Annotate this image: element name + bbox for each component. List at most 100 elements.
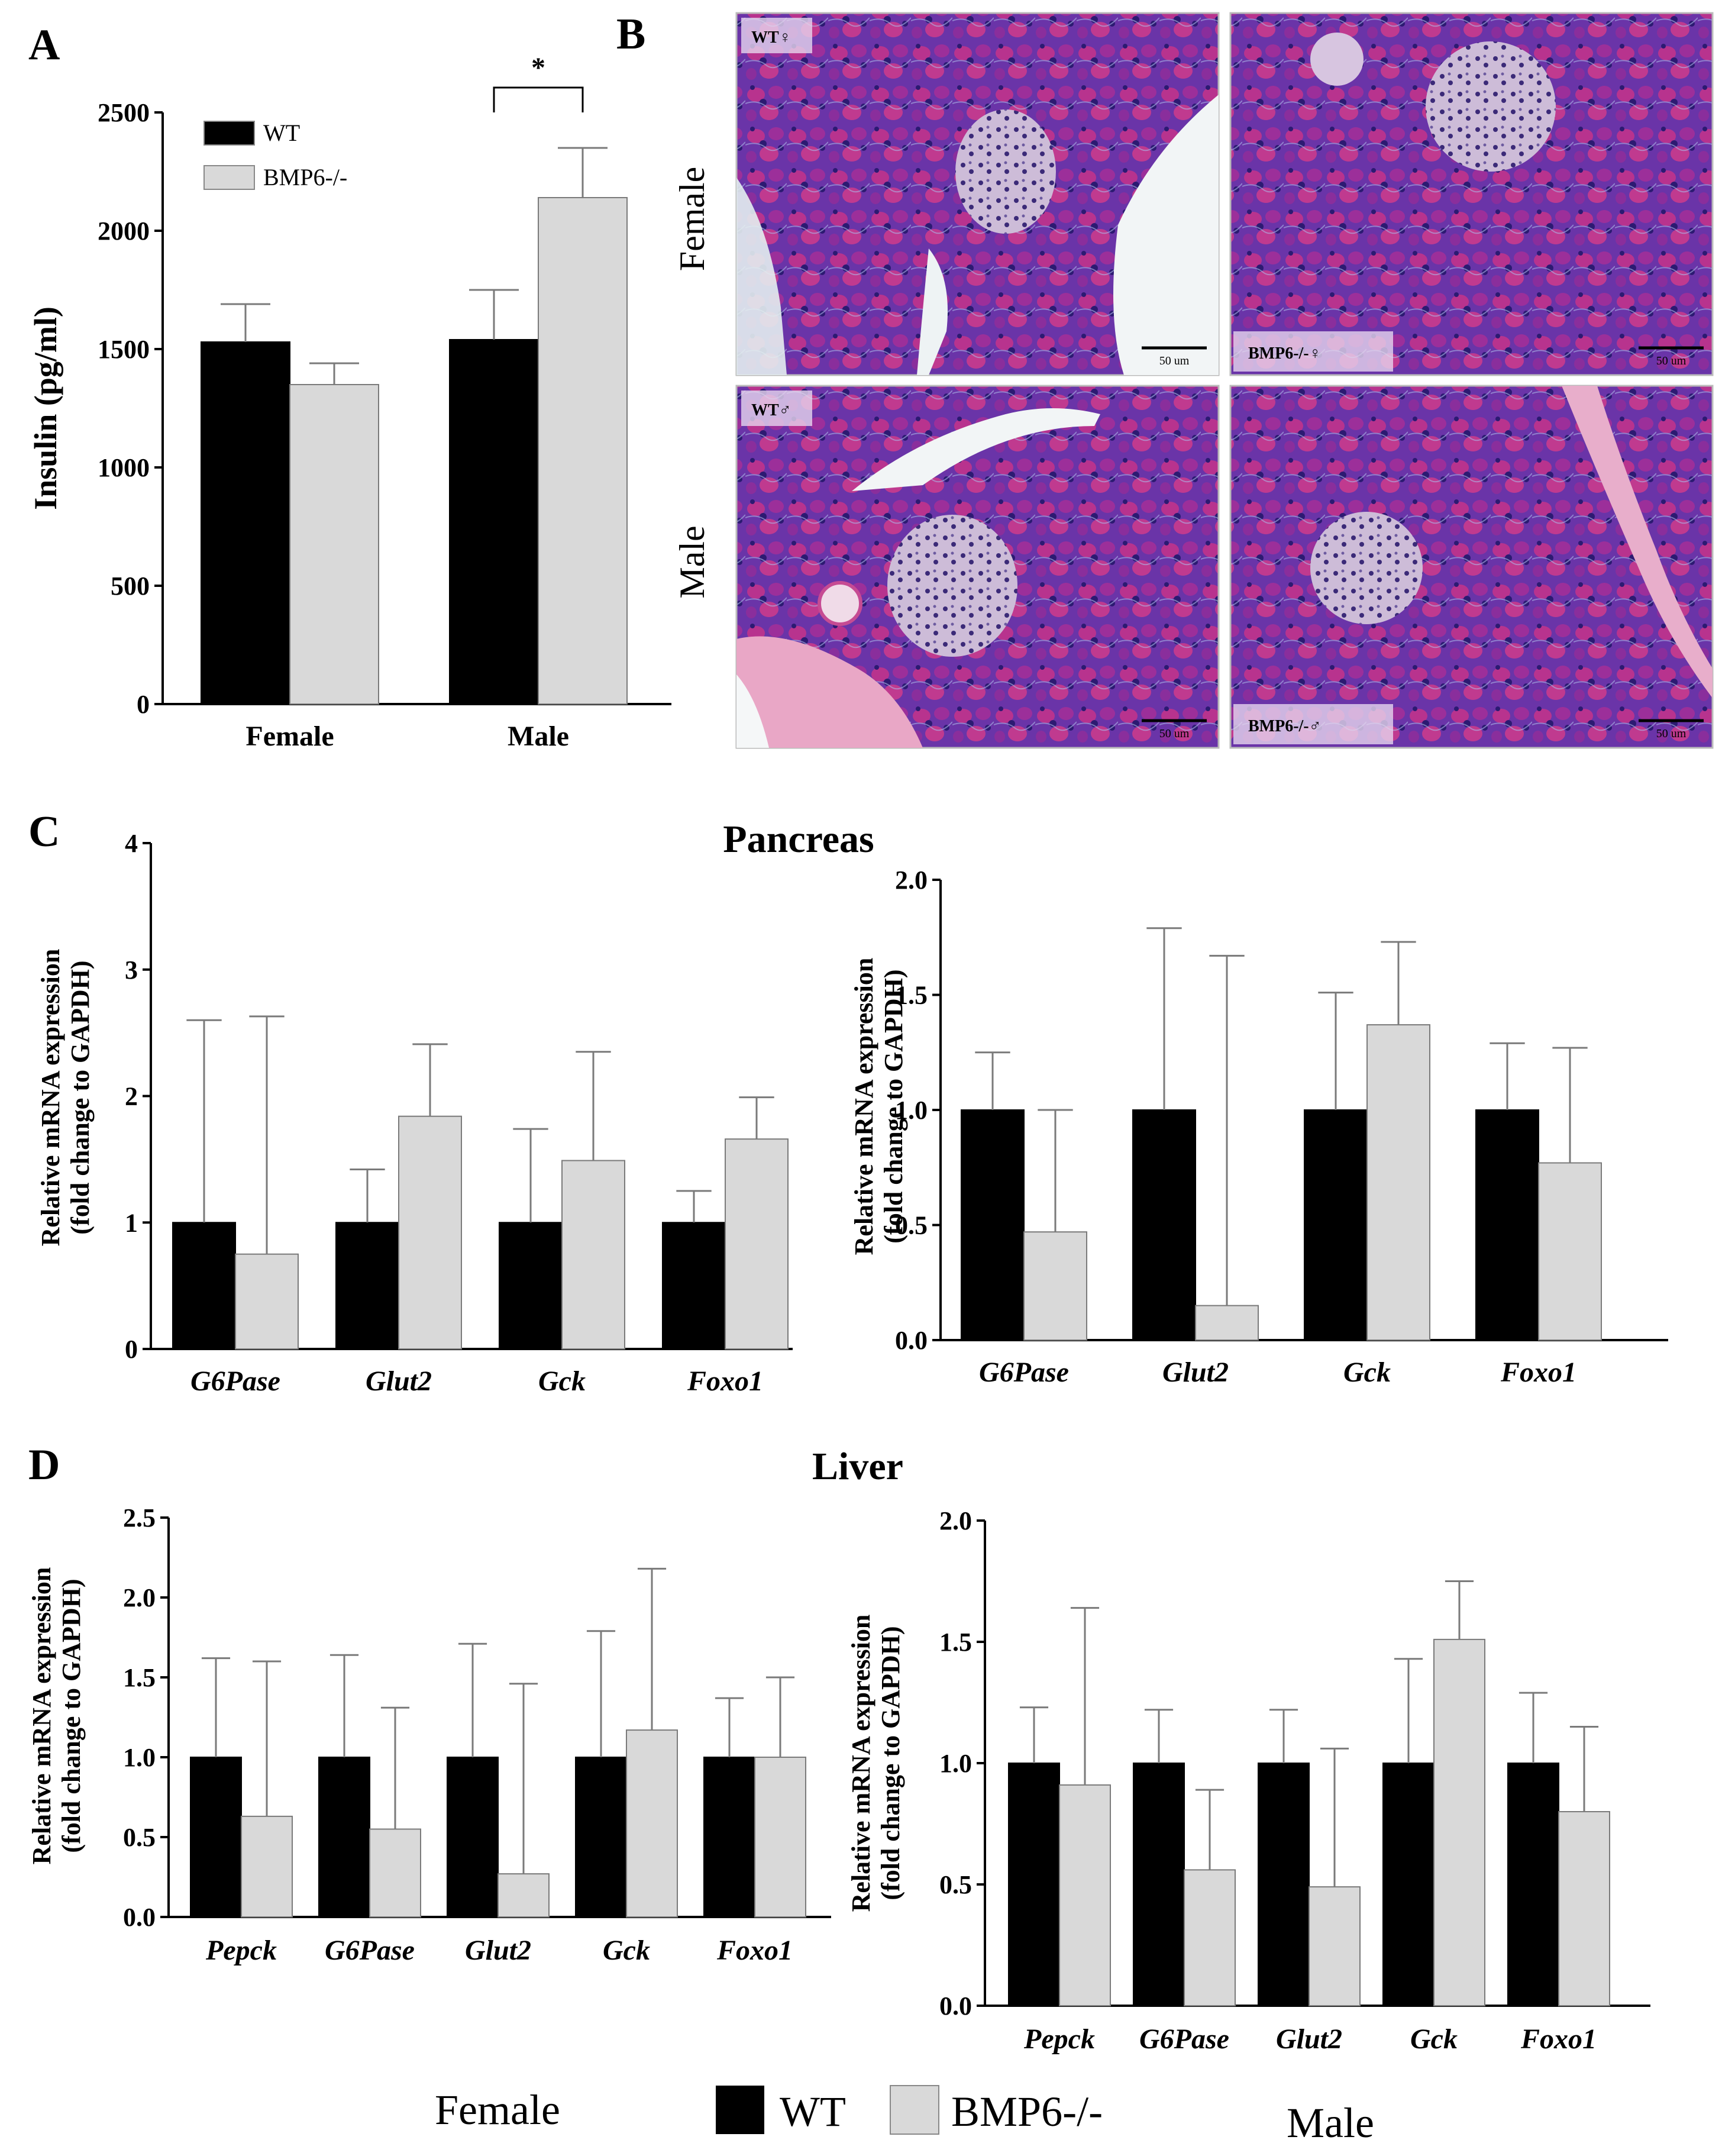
y-tick-label: 2	[125, 1082, 138, 1111]
histo-tag-female-bmp6: BMP6-/-♀	[1248, 344, 1322, 363]
bottom-legend-bmp6-swatch	[890, 2085, 939, 2135]
micrograph-female-bmp6: BMP6-/-♀ 50 um	[1229, 12, 1714, 376]
bar	[1507, 1763, 1559, 2006]
chart-pancreas-female: 0 1 2 3 4 Relative mRNA expression (fold chang…	[36, 829, 793, 1397]
panel-letter-c: C	[28, 808, 60, 856]
significance-star: *	[531, 52, 545, 83]
bar	[1309, 1886, 1361, 2007]
y-tick-label: 2000	[98, 217, 150, 246]
micrograph-female-wt: WT♀ 50 um	[735, 12, 1220, 376]
category-label: Gck	[1410, 2023, 1458, 2055]
category-label: Pepck	[205, 1935, 277, 1966]
bar	[1132, 1109, 1196, 1341]
histo-tag-male-wt: WT♂	[751, 401, 791, 419]
category-label: G6Pase	[325, 1935, 415, 1966]
y-axis-label: Relative mRNA expression	[36, 949, 65, 1247]
y-tick-label: 1.0	[123, 1743, 156, 1772]
y-tick-label: 1.0	[939, 1749, 972, 1778]
bottom-legend-wt-swatch	[716, 2086, 764, 2134]
y-tick-label: 2.5	[123, 1503, 156, 1532]
bar	[725, 1138, 789, 1350]
category-label: Foxo1	[716, 1935, 793, 1966]
y-tick-label: 0.5	[939, 1870, 972, 1899]
category-label: Glut2	[1162, 1357, 1229, 1388]
chart-liver-male: 0.0 0.5 1.0 1.5 2.0 Relative mRNA expression(…	[847, 1506, 1650, 2055]
bar	[1433, 1638, 1485, 2006]
category-label: Foxo1	[1520, 2023, 1597, 2055]
category-label: Male	[508, 721, 569, 752]
bottom-legend-male: Male	[1287, 2099, 1374, 2147]
y-tick-label: 1000	[98, 453, 150, 482]
y-axis-label: (fold change to GAPDH)	[876, 1626, 905, 1900]
y-tick-label: 0	[137, 690, 150, 719]
y-tick-label: 2.0	[123, 1583, 156, 1612]
category-label: G6Pase	[1139, 2023, 1229, 2055]
y-tick-label: 1.5	[895, 981, 928, 1010]
category-label: Gck	[1343, 1357, 1391, 1388]
category-label: Glut2	[465, 1935, 531, 1966]
bar	[235, 1253, 299, 1350]
scale-bar-label: 50 um	[1159, 354, 1190, 367]
bar	[703, 1757, 755, 1918]
bar	[398, 1115, 462, 1350]
y-tick-label: 2500	[98, 98, 150, 127]
category-label: Pepck	[1023, 2023, 1095, 2055]
y-axis-label: Insulin (pg/ml)	[28, 306, 63, 510]
scale-bar-label: 50 um	[1656, 354, 1687, 367]
bar	[561, 1160, 625, 1350]
y-axis-label: (fold change to GAPDH)	[879, 969, 908, 1243]
bottom-legend: Female WT BMP6-/- Male	[435, 2085, 1374, 2147]
bar	[1382, 1763, 1435, 2006]
histo-row-label-male: Male	[673, 525, 712, 598]
bar	[575, 1757, 627, 1918]
category-label: Foxo1	[1500, 1357, 1576, 1388]
histo-tag-female-wt: WT♀	[751, 28, 791, 47]
chart-liver-female: 0.0 0.5 1.0 1.5 2.0 2.5 Relative mRNA expressi…	[27, 1503, 831, 1966]
bar	[1059, 1784, 1111, 2006]
bar	[754, 1757, 806, 1918]
bar	[1366, 1024, 1430, 1341]
category-label: Glut2	[366, 1366, 432, 1397]
chart-insulin: 0 500 1000 1500 2000 2500 Insulin (pg/ml) Femal…	[28, 52, 671, 752]
bar	[1184, 1869, 1236, 2006]
y-axis-label: (fold change to GAPDH)	[57, 1579, 86, 1852]
y-tick-label: 1.5	[939, 1628, 972, 1657]
bar	[369, 1828, 421, 1918]
histo-tag-male-bmp6: BMP6-/-♂	[1248, 717, 1322, 735]
bottom-legend-female: Female	[435, 2086, 560, 2134]
y-tick-label: 0.5	[123, 1823, 156, 1852]
y-axis-label: Relative mRNA expression	[847, 1615, 875, 1912]
y-tick-label: 0.0	[123, 1903, 156, 1932]
y-tick-label: 0.0	[895, 1326, 928, 1355]
y-axis-label: Relative mRNA expression	[27, 1567, 56, 1865]
category-label: Glut2	[1276, 2023, 1342, 2055]
bar	[447, 1757, 499, 1918]
y-tick-label: 1.0	[895, 1096, 928, 1125]
bar	[190, 1757, 242, 1918]
legend-label: BMP6-/-	[263, 164, 347, 191]
bottom-legend-wt: WT	[780, 2088, 846, 2135]
legend-swatch	[203, 165, 255, 190]
y-axis-label: Relative mRNA expression	[849, 958, 878, 1255]
legend-label: WT	[263, 120, 300, 146]
y-tick-label: 3	[125, 956, 138, 985]
y-tick-label: 0.0	[939, 1992, 972, 2021]
significance-bracket	[493, 86, 584, 112]
bar	[201, 341, 290, 705]
micrograph-male-bmp6: BMP6-/-♂ 50 um	[1229, 385, 1714, 749]
section-title-liver: Liver	[812, 1445, 903, 1488]
bar	[961, 1109, 1025, 1341]
bar	[335, 1222, 399, 1350]
y-tick-label: 2.0	[939, 1506, 972, 1535]
bar	[1023, 1231, 1087, 1341]
bar	[172, 1222, 236, 1350]
panel-letter-b: B	[616, 10, 645, 59]
bar	[1538, 1162, 1602, 1341]
category-label: Foxo1	[687, 1366, 763, 1397]
bar	[1008, 1763, 1060, 2006]
y-tick-label: 1.5	[123, 1663, 156, 1692]
legend-swatch	[203, 121, 255, 146]
bar	[1304, 1109, 1368, 1341]
bar	[1133, 1763, 1185, 2006]
histology-panel: Female Male WT♀ 50 um BMP6-/-♀ 50 um	[673, 12, 1714, 749]
